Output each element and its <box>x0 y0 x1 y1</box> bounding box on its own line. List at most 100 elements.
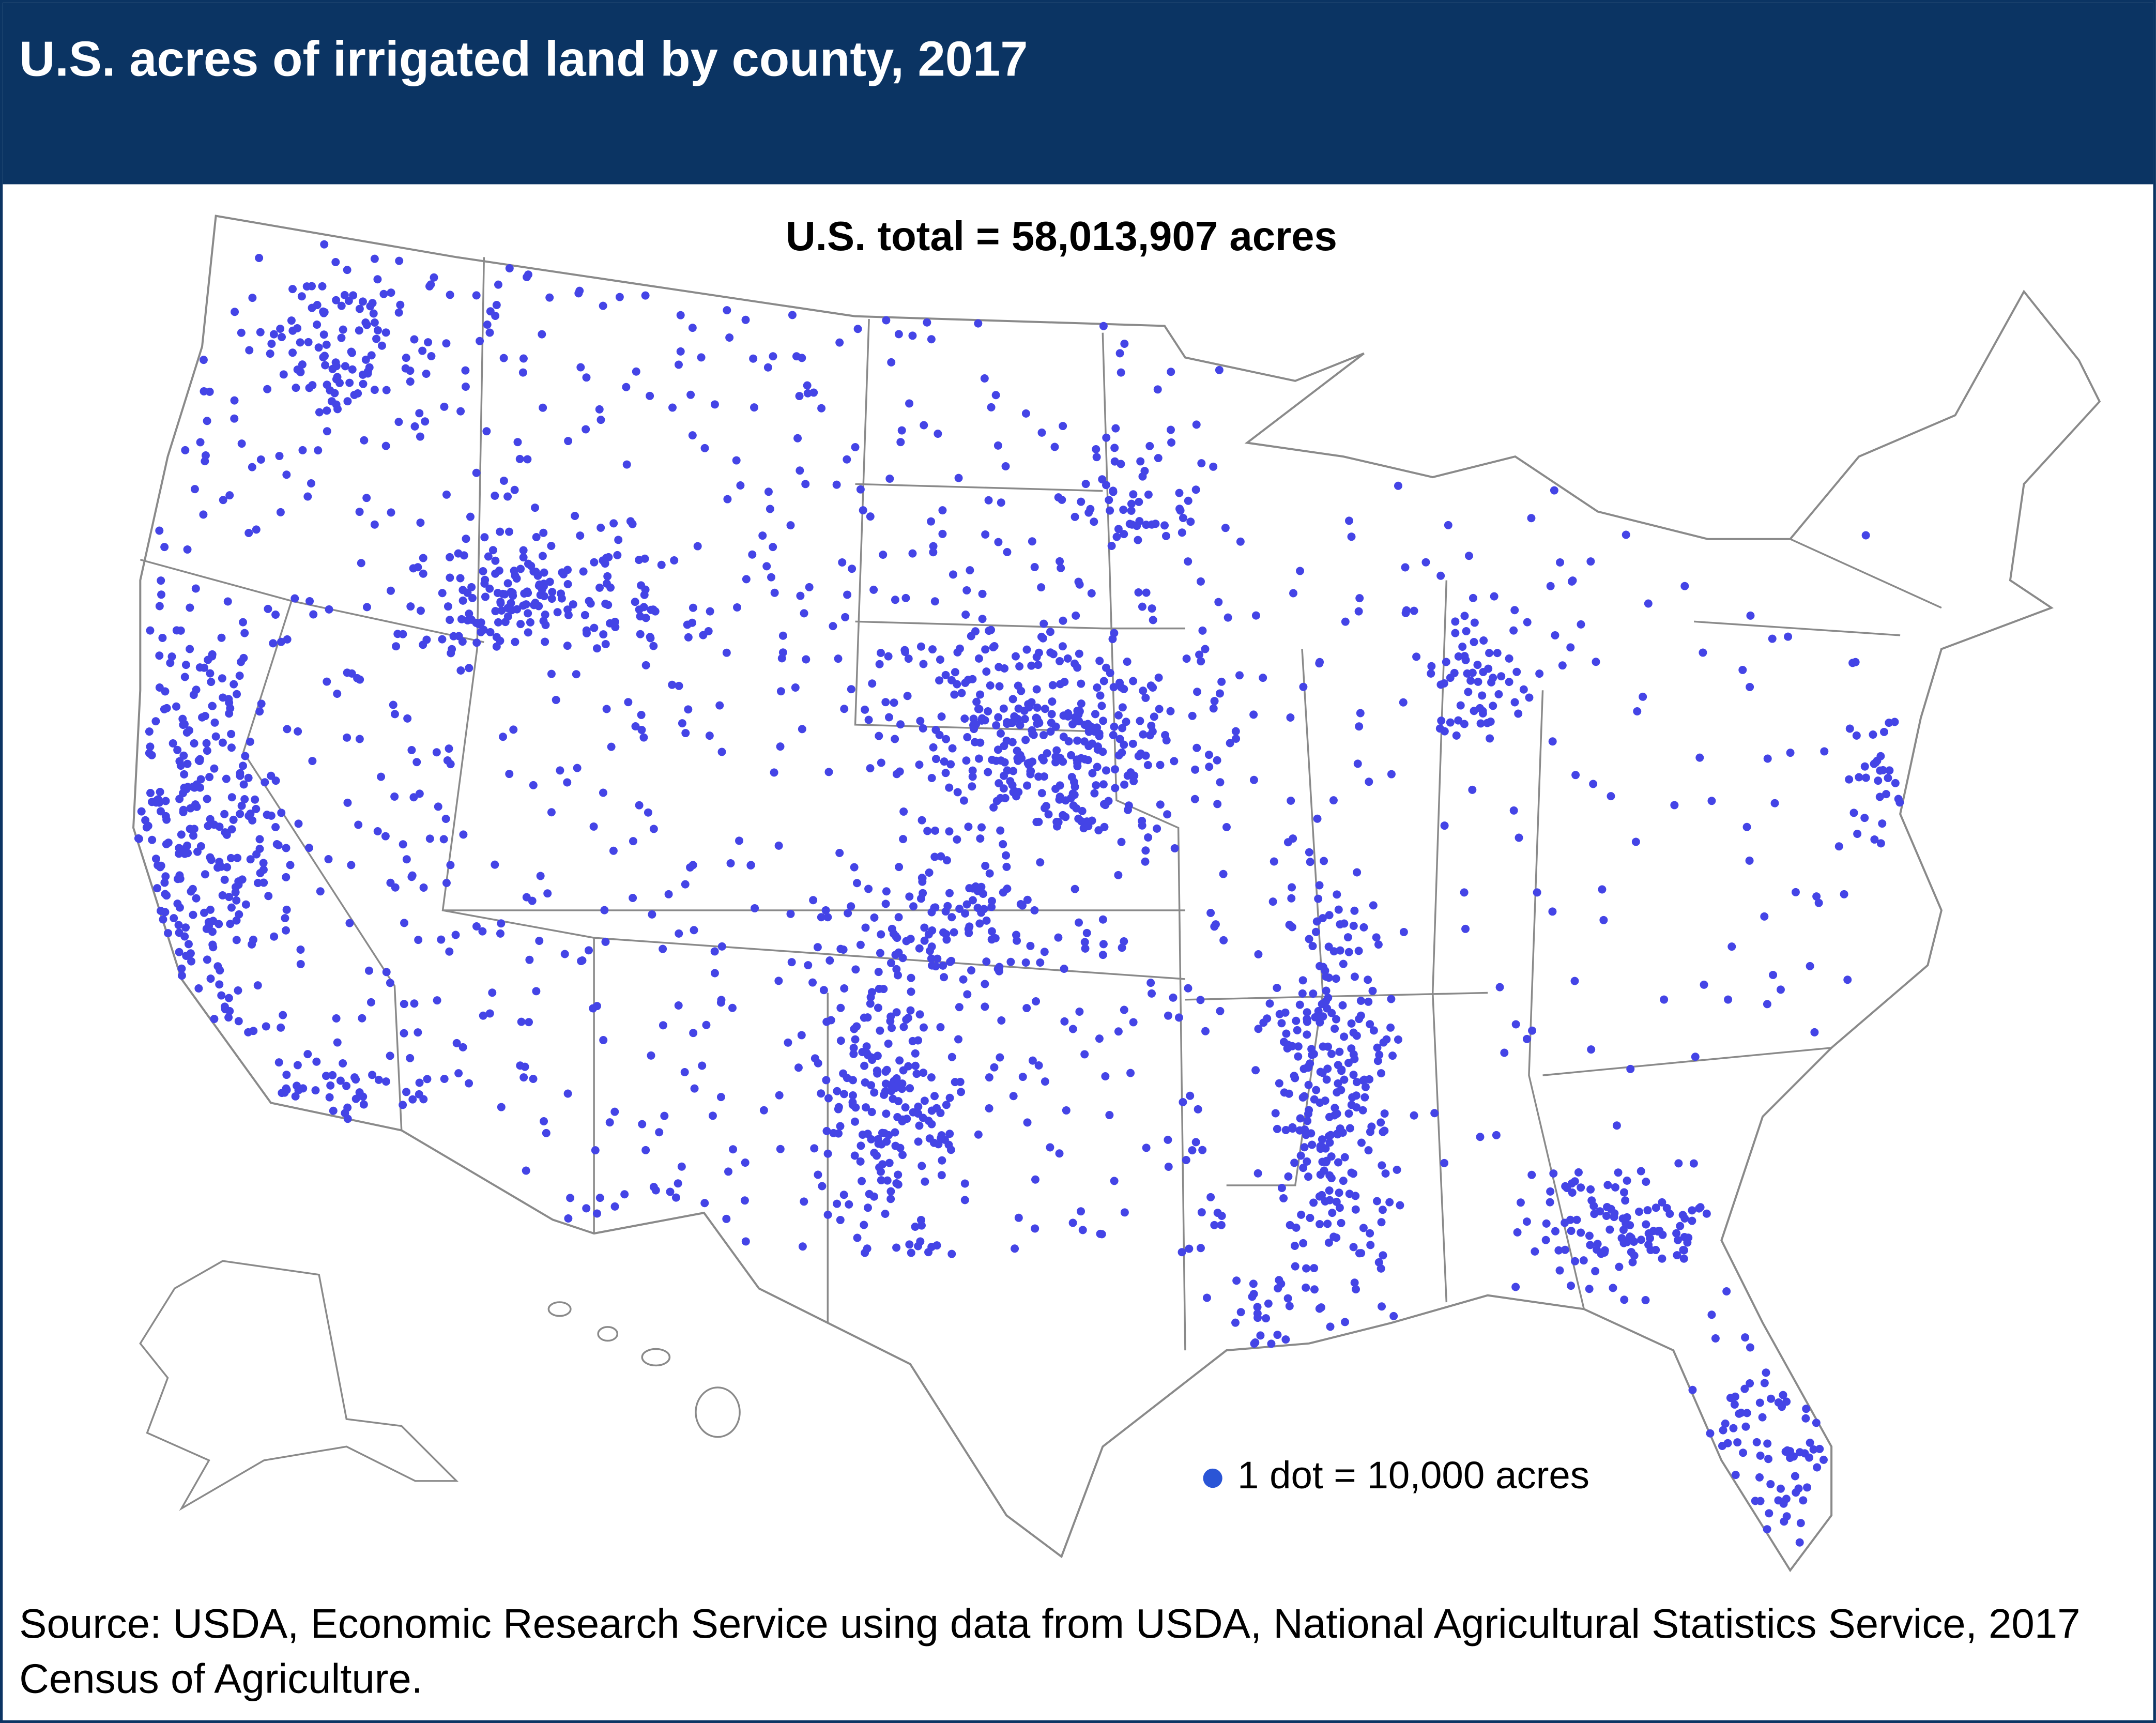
dot <box>758 531 767 540</box>
dot <box>920 1023 928 1032</box>
dot <box>947 1053 956 1061</box>
dot <box>946 760 955 769</box>
dot <box>1631 837 1640 846</box>
dot <box>326 386 334 395</box>
dot <box>859 506 867 515</box>
dot <box>1377 1218 1386 1227</box>
dot <box>227 729 236 738</box>
dot <box>525 955 534 964</box>
dot <box>180 932 189 941</box>
dot <box>259 859 268 867</box>
dot <box>1763 1000 1771 1009</box>
dot <box>241 900 250 909</box>
source-note: Source: USDA, Economic Research Service … <box>19 1602 2081 1703</box>
alaska-outline <box>139 1260 459 1511</box>
dot <box>479 1011 487 1020</box>
dot <box>775 1091 784 1100</box>
dot <box>847 902 855 911</box>
dot <box>929 542 938 551</box>
dot <box>1287 894 1296 903</box>
dot <box>1571 771 1580 780</box>
dot <box>1352 1103 1361 1112</box>
dot <box>1344 1109 1353 1118</box>
dot <box>1167 425 1175 434</box>
dot <box>1174 1013 1183 1022</box>
dot <box>1577 1228 1585 1237</box>
dot <box>290 594 299 603</box>
dot <box>930 1092 939 1101</box>
dot <box>465 664 473 673</box>
dot <box>995 663 1003 672</box>
dot <box>419 569 427 578</box>
dot <box>1060 678 1069 687</box>
dot <box>1389 1312 1398 1320</box>
dot <box>1008 738 1017 746</box>
dot <box>1201 1027 1210 1035</box>
dot <box>980 905 988 913</box>
dot <box>897 426 906 435</box>
dot <box>446 553 454 561</box>
dot <box>600 906 609 914</box>
dot <box>1008 781 1017 789</box>
dot <box>203 795 211 803</box>
dot <box>1303 1015 1311 1024</box>
dot <box>638 1120 647 1129</box>
dot <box>591 1146 600 1155</box>
dot <box>614 536 623 544</box>
dot <box>1310 1264 1319 1273</box>
dot <box>885 1158 894 1167</box>
dot <box>1742 1409 1751 1417</box>
dot <box>282 470 291 479</box>
dot <box>354 389 362 398</box>
dot <box>821 906 830 914</box>
dot <box>491 491 499 500</box>
dot <box>499 733 508 741</box>
dot <box>1535 669 1544 678</box>
dot <box>343 668 351 677</box>
dot <box>563 778 572 787</box>
dot <box>510 567 518 575</box>
dot <box>894 1170 903 1179</box>
dot <box>1120 780 1129 789</box>
dot <box>919 660 928 668</box>
dot <box>891 1128 899 1137</box>
dot <box>1542 1219 1551 1228</box>
dot <box>1746 611 1755 620</box>
dot <box>278 1089 286 1097</box>
dot <box>1038 754 1046 763</box>
dot <box>141 816 150 825</box>
dot <box>602 579 611 588</box>
dot <box>1782 1512 1791 1521</box>
dot <box>851 1117 859 1126</box>
dot <box>1505 678 1513 687</box>
dot <box>1680 582 1689 590</box>
dot <box>1378 1302 1386 1311</box>
dot <box>865 1190 874 1198</box>
dot <box>599 301 607 310</box>
dot <box>446 616 454 624</box>
dot <box>981 530 990 539</box>
dot <box>1126 1069 1135 1077</box>
dot <box>1151 520 1160 528</box>
dot <box>362 603 371 612</box>
dot <box>458 596 467 605</box>
dot <box>1364 997 1373 1006</box>
dot <box>1589 1201 1598 1210</box>
dot <box>914 1137 923 1146</box>
dot <box>1586 1185 1595 1194</box>
dot <box>386 979 394 987</box>
dot <box>491 607 500 616</box>
dot <box>697 353 706 362</box>
dot <box>1034 1061 1043 1070</box>
dot <box>848 1101 857 1109</box>
dot <box>339 325 347 334</box>
dot <box>1689 1159 1698 1168</box>
dot <box>911 1049 920 1058</box>
dot <box>146 789 155 798</box>
dot <box>1639 692 1647 701</box>
dot <box>402 354 410 362</box>
dot <box>563 642 572 650</box>
dot <box>1340 1153 1349 1162</box>
dot <box>576 531 585 540</box>
dot <box>864 715 873 724</box>
